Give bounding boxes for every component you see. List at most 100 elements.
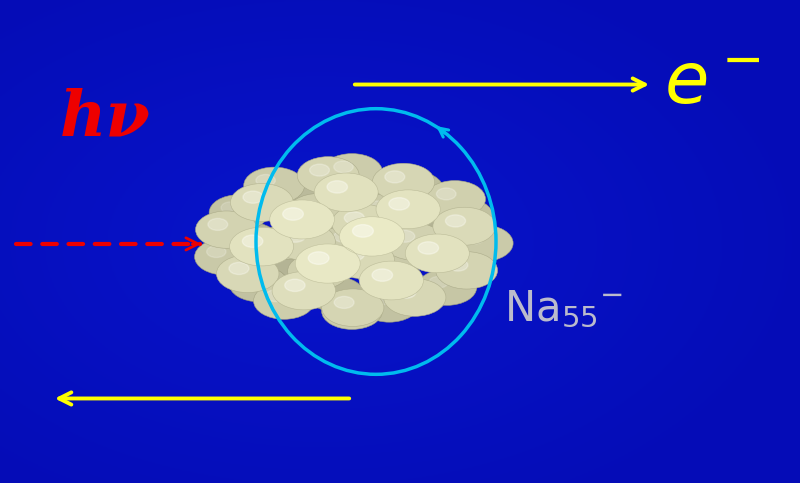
Circle shape [194,239,255,275]
Circle shape [396,216,453,250]
Circle shape [288,194,349,230]
Circle shape [288,253,349,289]
Circle shape [334,161,354,173]
Circle shape [417,269,477,305]
Circle shape [230,227,294,266]
Circle shape [359,261,423,300]
Circle shape [241,273,260,284]
Circle shape [273,223,335,260]
Text: Na$_{55}$$^{-}$: Na$_{55}$$^{-}$ [504,288,623,330]
Circle shape [385,171,405,183]
Circle shape [368,260,387,272]
Circle shape [221,222,278,257]
Circle shape [311,242,370,278]
Circle shape [327,181,347,193]
Circle shape [261,223,321,260]
Circle shape [350,189,407,223]
Circle shape [300,201,319,213]
Circle shape [254,283,314,319]
Circle shape [334,300,354,312]
Circle shape [310,164,330,176]
Circle shape [332,241,394,279]
Circle shape [389,198,410,210]
Circle shape [316,161,375,197]
Circle shape [322,293,382,329]
Circle shape [328,168,347,180]
Circle shape [306,277,364,312]
Circle shape [437,188,456,200]
Circle shape [425,242,483,278]
Circle shape [323,213,342,224]
Circle shape [323,249,342,260]
Circle shape [376,190,440,228]
Circle shape [383,279,446,316]
Circle shape [370,224,430,259]
Circle shape [229,266,288,302]
Circle shape [446,205,465,217]
Circle shape [372,163,434,201]
Circle shape [446,215,466,227]
Circle shape [418,242,438,254]
Text: hν: hν [60,87,151,149]
Circle shape [322,154,382,190]
Circle shape [353,225,374,237]
Circle shape [270,200,334,239]
Circle shape [282,208,303,220]
Circle shape [260,250,318,284]
Circle shape [382,223,444,260]
Circle shape [195,211,258,248]
Circle shape [429,276,448,288]
Circle shape [206,246,226,257]
Circle shape [244,167,305,204]
Circle shape [344,212,364,224]
Circle shape [261,178,319,213]
Circle shape [424,181,486,218]
Circle shape [208,218,228,230]
Circle shape [434,198,494,234]
Circle shape [243,191,263,203]
Circle shape [339,217,405,256]
Circle shape [256,174,275,186]
Circle shape [382,231,401,242]
Circle shape [314,173,378,212]
Circle shape [372,269,393,281]
Circle shape [332,204,394,242]
Circle shape [229,262,249,274]
Circle shape [448,259,468,271]
Circle shape [311,205,370,241]
Circle shape [371,294,390,305]
Circle shape [285,279,305,291]
Circle shape [396,286,416,298]
Circle shape [453,225,513,261]
Circle shape [395,230,414,242]
Circle shape [326,233,383,267]
Circle shape [209,195,269,230]
Circle shape [385,171,443,207]
Circle shape [272,271,335,310]
Circle shape [322,289,384,327]
Circle shape [355,194,416,230]
Circle shape [355,253,416,289]
Circle shape [308,252,329,264]
Text: $e^-$: $e^-$ [664,50,761,119]
Circle shape [364,260,422,295]
Circle shape [221,202,240,213]
Circle shape [368,201,387,213]
Circle shape [406,234,470,273]
Circle shape [322,223,382,260]
Circle shape [465,232,484,244]
Circle shape [360,286,419,322]
Circle shape [300,260,319,272]
Circle shape [334,297,354,309]
Circle shape [334,230,354,242]
Circle shape [282,206,339,240]
Circle shape [217,255,279,293]
Circle shape [273,230,292,242]
Circle shape [242,235,263,247]
Circle shape [266,290,286,301]
Circle shape [298,156,359,194]
Circle shape [433,207,496,245]
Circle shape [286,230,306,242]
Circle shape [230,184,294,221]
Circle shape [344,248,364,260]
